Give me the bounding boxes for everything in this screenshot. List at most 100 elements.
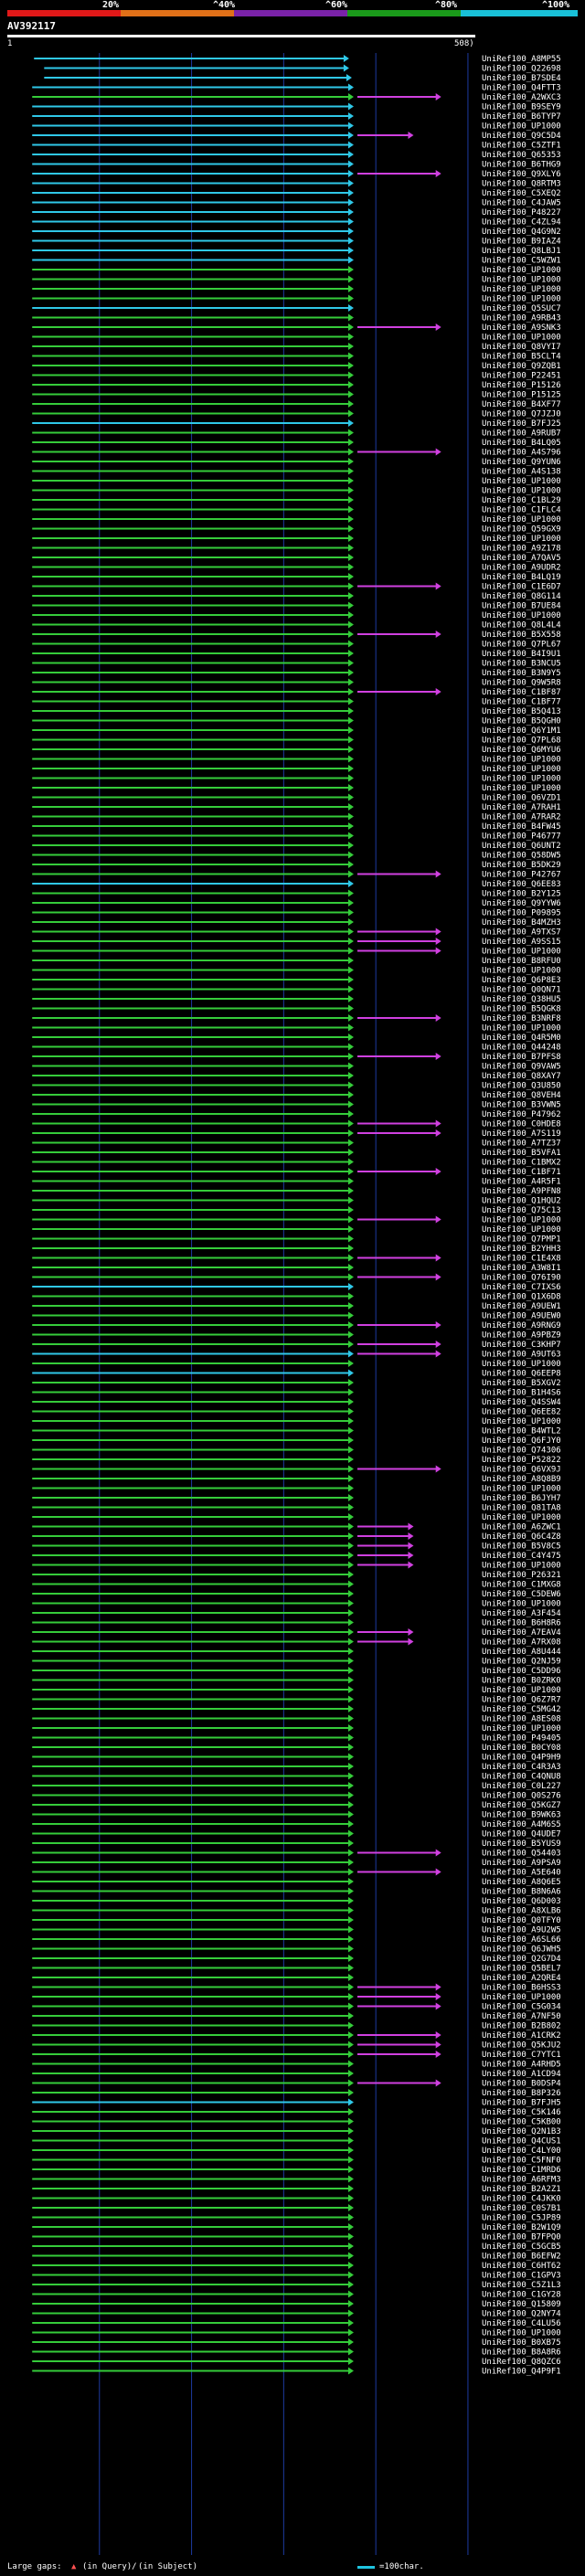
hit-label[interactable]: UniRef100_C7YTC1 — [482, 2051, 561, 2060]
hit-row[interactable]: UniRef100_Q4P9F1 — [32, 2367, 561, 2377]
hit-label[interactable]: UniRef100_B0XB75 — [482, 2338, 561, 2348]
hit-row[interactable]: UniRef100_A6ZWC1 — [32, 1522, 561, 1532]
hit-row[interactable]: UniRef100_Q1X6D8 — [32, 1292, 561, 1302]
hit-row[interactable]: UniRef100_C0L227 — [32, 1782, 561, 1791]
hit-label[interactable]: UniRef100_C3KHP7 — [482, 1341, 561, 1350]
hit-row[interactable]: UniRef100_UP1000 — [32, 486, 561, 496]
hit-row[interactable]: UniRef100_A4RHD5 — [32, 2060, 561, 2070]
hit-row[interactable]: UniRef100_A8ES08 — [32, 1714, 561, 1724]
hit-label[interactable]: UniRef100_C5Z1L3 — [482, 2281, 561, 2290]
hit-label[interactable]: UniRef100_B2Y125 — [482, 890, 561, 899]
hit-row[interactable]: UniRef100_Q44248 — [32, 1043, 561, 1053]
hit-row[interactable]: UniRef100_Q4R5M0 — [32, 1034, 561, 1043]
hit-label[interactable]: UniRef100_Q76I90 — [482, 1274, 561, 1283]
hit-row[interactable]: UniRef100_Q8QZC6 — [32, 2358, 561, 2367]
hit-label[interactable]: UniRef100_B5XGV2 — [482, 1379, 561, 1388]
hit-label[interactable]: UniRef100_B3N9Y5 — [482, 669, 561, 678]
hit-row[interactable]: UniRef100_Q2NY74 — [32, 2309, 561, 2319]
hit-label[interactable]: UniRef100_C0HDE8 — [482, 1120, 561, 1129]
hit-row[interactable]: UniRef100_B7FJ25 — [32, 419, 561, 429]
hit-label[interactable]: UniRef100_Q15809 — [482, 2300, 561, 2309]
hit-label[interactable]: UniRef100_B4WTL2 — [482, 1427, 561, 1436]
hit-label[interactable]: UniRef100_Q4FTT3 — [482, 84, 561, 93]
hit-label[interactable]: UniRef100_UP1000 — [482, 295, 561, 304]
hit-row[interactable]: UniRef100_Q6D003 — [32, 1897, 561, 1906]
hit-row[interactable]: UniRef100_UP1000 — [32, 285, 561, 294]
hit-row[interactable]: UniRef100_B3N9Y5 — [32, 669, 561, 678]
hit-row[interactable]: UniRef100_C5MG42 — [32, 1705, 561, 1714]
hit-label[interactable]: UniRef100_UP1000 — [482, 1562, 561, 1571]
hit-label[interactable]: UniRef100_A4M6S5 — [482, 1820, 561, 1829]
hit-row[interactable]: UniRef100_Q6UNT2 — [32, 842, 561, 851]
hit-row[interactable]: UniRef100_C4JKK0 — [32, 2194, 561, 2204]
hit-row[interactable]: UniRef100_A3W8I1 — [32, 1264, 561, 1273]
hit-row[interactable]: UniRef100_C4LU56 — [32, 2319, 561, 2328]
hit-label[interactable]: UniRef100_B5Q413 — [482, 707, 561, 716]
hit-row[interactable]: UniRef100_UP1000 — [32, 966, 561, 976]
hit-label[interactable]: UniRef100_UP1000 — [482, 487, 561, 496]
hit-label[interactable]: UniRef100_P26321 — [482, 1571, 561, 1580]
hit-label[interactable]: UniRef100_B7FJ25 — [482, 419, 561, 429]
hit-label[interactable]: UniRef100_Q4UDE7 — [482, 1830, 561, 1839]
hit-row[interactable]: UniRef100_B6THG9 — [32, 160, 561, 170]
hit-label[interactable]: UniRef100_Q6Y1M1 — [482, 726, 561, 736]
hit-label[interactable]: UniRef100_C0S7B1 — [482, 2204, 561, 2213]
hit-label[interactable]: UniRef100_UP1000 — [482, 765, 561, 774]
hit-label[interactable]: UniRef100_A8Q8B9 — [482, 1475, 561, 1484]
hit-label[interactable]: UniRef100_Q6P8E3 — [482, 976, 561, 985]
hit-label[interactable]: UniRef100_B5V8C5 — [482, 1542, 561, 1552]
hit-label[interactable]: UniRef100_Q59GX9 — [482, 525, 561, 535]
hit-label[interactable]: UniRef100_C4Y475 — [482, 1552, 561, 1561]
hit-row[interactable]: UniRef100_Q6MYU6 — [32, 746, 561, 755]
hit-row[interactable]: UniRef100_Q7PMP1 — [32, 1235, 561, 1245]
hit-label[interactable]: UniRef100_B5X558 — [482, 631, 561, 640]
hit-label[interactable]: UniRef100_UP1000 — [482, 1360, 561, 1369]
hit-label[interactable]: UniRef100_B6TYP7 — [482, 112, 561, 122]
hit-row[interactable]: UniRef100_UP1000 — [32, 266, 561, 275]
hit-label[interactable]: UniRef100_Q6EE83 — [482, 880, 561, 889]
hit-label[interactable]: UniRef100_Q9ZQB1 — [482, 362, 561, 371]
hit-label[interactable]: UniRef100_UP1000 — [482, 1724, 561, 1733]
hit-row[interactable]: UniRef100_Q5SUC7 — [32, 304, 561, 313]
hit-row[interactable]: UniRef100_Q58DW5 — [32, 851, 561, 861]
hit-label[interactable]: UniRef100_P15126 — [482, 381, 561, 390]
hit-row[interactable]: UniRef100_A9SNK3 — [32, 323, 561, 333]
hit-row[interactable]: UniRef100_B7FJH5 — [32, 2098, 561, 2108]
hit-label[interactable]: UniRef100_A5E640 — [482, 1869, 561, 1878]
hit-label[interactable]: UniRef100_Q8QZC6 — [482, 2358, 561, 2367]
hit-row[interactable]: UniRef100_Q76I90 — [32, 1273, 561, 1283]
hit-row[interactable]: UniRef100_B8A8R6 — [32, 2348, 561, 2358]
hit-label[interactable]: UniRef100_Q7PL67 — [482, 641, 561, 650]
hit-label[interactable]: UniRef100_A9UEW0 — [482, 1312, 561, 1321]
hit-label[interactable]: UniRef100_Q9XLY6 — [482, 170, 561, 179]
hit-row[interactable]: UniRef100_Q4P9H9 — [32, 1753, 561, 1763]
hit-row[interactable]: UniRef100_P15125 — [32, 390, 561, 400]
hit-label[interactable]: UniRef100_B5QGK8 — [482, 1005, 561, 1014]
hit-row[interactable]: UniRef100_C5DEW6 — [32, 1590, 561, 1599]
hit-label[interactable]: UniRef100_Q6EEP8 — [482, 1370, 561, 1379]
hit-row[interactable]: UniRef100_Q4FTT3 — [32, 83, 561, 93]
hit-label[interactable]: UniRef100_B7SDE4 — [482, 74, 561, 83]
hit-row[interactable]: UniRef100_B2Y125 — [32, 889, 561, 899]
hit-label[interactable]: UniRef100_C4LY00 — [482, 2147, 561, 2156]
hit-label[interactable]: UniRef100_B5DK29 — [482, 861, 561, 870]
hit-row[interactable]: UniRef100_C5K146 — [32, 2108, 561, 2117]
hit-label[interactable]: UniRef100_Q6FJY0 — [482, 1436, 561, 1446]
hit-row[interactable]: UniRef100_B5Q413 — [32, 707, 561, 716]
hit-row[interactable]: UniRef100_B8P326 — [32, 2089, 561, 2098]
hit-row[interactable]: UniRef100_UP1000 — [32, 1417, 561, 1426]
hit-row[interactable]: UniRef100_A8Q8B9 — [32, 1475, 561, 1484]
hit-label[interactable]: UniRef100_C5JP89 — [482, 2214, 561, 2223]
hit-label[interactable]: UniRef100_Q44248 — [482, 1044, 561, 1053]
hit-row[interactable]: UniRef100_UP1000 — [32, 535, 561, 544]
hit-row[interactable]: UniRef100_Q8XAY7 — [32, 1072, 561, 1081]
hit-row[interactable]: UniRef100_A4R5F1 — [32, 1177, 561, 1187]
hit-row[interactable]: UniRef100_UP1000 — [32, 1724, 561, 1733]
hit-label[interactable]: UniRef100_Q2G7D4 — [482, 1955, 561, 1964]
hit-row[interactable]: UniRef100_C4JAW5 — [32, 198, 561, 208]
hit-label[interactable]: UniRef100_B7FJH5 — [482, 2099, 561, 2108]
hit-label[interactable]: UniRef100_A6RFM3 — [482, 2176, 561, 2185]
hit-label[interactable]: UniRef100_B9WK63 — [482, 1811, 561, 1820]
hit-label[interactable]: UniRef100_UP1000 — [482, 611, 561, 620]
hit-label[interactable]: UniRef100_UP1000 — [482, 276, 561, 285]
